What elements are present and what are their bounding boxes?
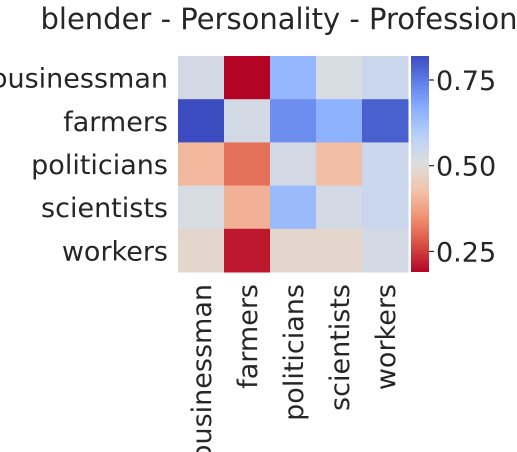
heatmap-cell xyxy=(316,142,363,187)
heatmap-cell xyxy=(224,185,271,230)
heatmap-cell xyxy=(362,142,409,187)
heatmap-cell xyxy=(178,56,225,100)
heatmap-cell xyxy=(316,185,363,230)
heatmap-cell xyxy=(224,142,271,187)
heatmap-cell xyxy=(224,228,271,273)
heatmap-cell xyxy=(316,56,363,100)
heatmap-cells xyxy=(178,56,409,273)
heatmap-cell xyxy=(178,99,225,143)
column-label: workers xyxy=(371,284,402,390)
heatmap-cell xyxy=(316,99,363,143)
colorbar: 0.25 0.50 0.75 xyxy=(411,56,496,272)
colorbar-gradient xyxy=(411,56,429,272)
heatmap-cell xyxy=(178,142,225,187)
heatmap-cell xyxy=(316,228,363,273)
colorbar-tick-label: 0.25 xyxy=(436,237,496,268)
row-label: farmers xyxy=(63,107,168,138)
column-labels: businessman farmers politicians scientists w… xyxy=(187,284,402,452)
row-labels: businessman farmers politicians scientists w… xyxy=(0,64,168,268)
heatmap-cell xyxy=(270,56,317,100)
colorbar-ticks: 0.25 0.50 0.75 xyxy=(429,66,496,268)
column-label: politicians xyxy=(279,284,310,421)
heatmap-cell xyxy=(270,185,317,230)
heatmap-cell xyxy=(178,228,225,273)
row-label: politicians xyxy=(31,150,168,181)
heatmap-cell xyxy=(362,56,409,100)
colorbar-tick-label: 0.75 xyxy=(436,66,496,97)
heatmap-cell xyxy=(362,185,409,230)
row-label: scientists xyxy=(41,193,168,224)
row-label: workers xyxy=(62,236,168,267)
heatmap-cell xyxy=(362,228,409,273)
heatmap-cell xyxy=(362,99,409,143)
heatmap-cell xyxy=(224,99,271,143)
colorbar-tick-label: 0.50 xyxy=(436,152,496,183)
column-label: scientists xyxy=(325,284,356,411)
column-label: businessman xyxy=(187,284,218,452)
heatmap-cell xyxy=(224,56,271,100)
column-label: farmers xyxy=(233,284,264,389)
heatmap-cell xyxy=(178,185,225,230)
heatmap-cell xyxy=(270,142,317,187)
chart-title: blender - Personality - Profession xyxy=(41,2,517,36)
heatmap-cell xyxy=(270,228,317,273)
heatmap-cell xyxy=(270,99,317,143)
row-label: businessman xyxy=(0,64,168,95)
